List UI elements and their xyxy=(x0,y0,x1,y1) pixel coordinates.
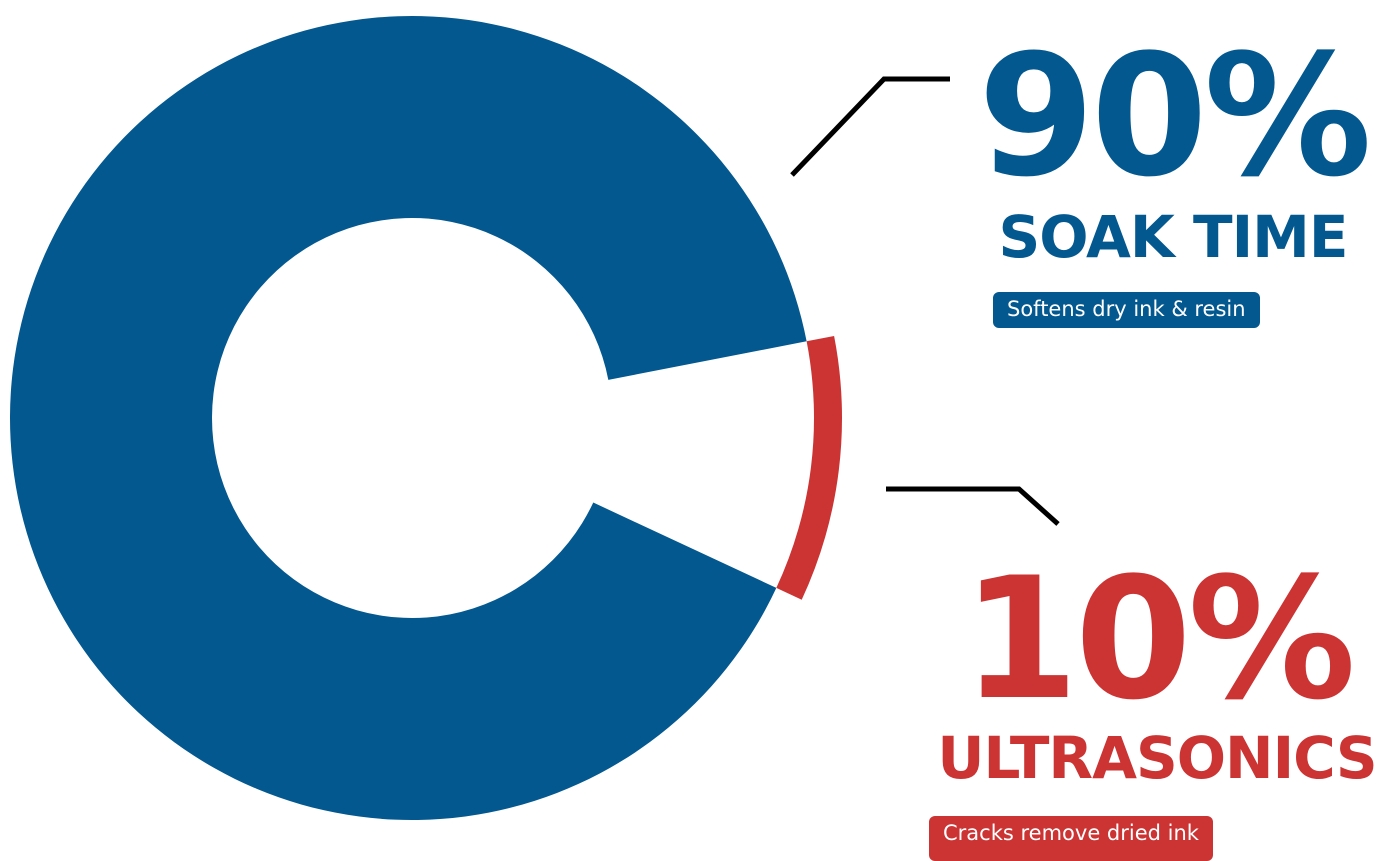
slice-soak-time xyxy=(9,16,807,821)
ultrasonics-label: ULTRASONICS xyxy=(937,724,1377,792)
donut-chart xyxy=(9,16,1060,821)
ultrasonics-note: Cracks remove dried ink xyxy=(929,816,1213,861)
soak-time-label: SOAK TIME xyxy=(998,203,1348,271)
ultrasonics-percent: 10% xyxy=(961,541,1356,737)
slice-ultrasonics xyxy=(776,335,843,600)
leader-line-soak-time xyxy=(790,76,950,177)
soak-time-note: Softens dry ink & resin xyxy=(993,292,1260,328)
soak-time-callout: 90% SOAK TIME xyxy=(968,32,1378,266)
soak-time-percent: 90% xyxy=(977,18,1372,214)
leader-line-ultrasonics xyxy=(886,486,1060,526)
ultrasonics-callout: 10% ULTRASONICS xyxy=(915,555,1399,787)
